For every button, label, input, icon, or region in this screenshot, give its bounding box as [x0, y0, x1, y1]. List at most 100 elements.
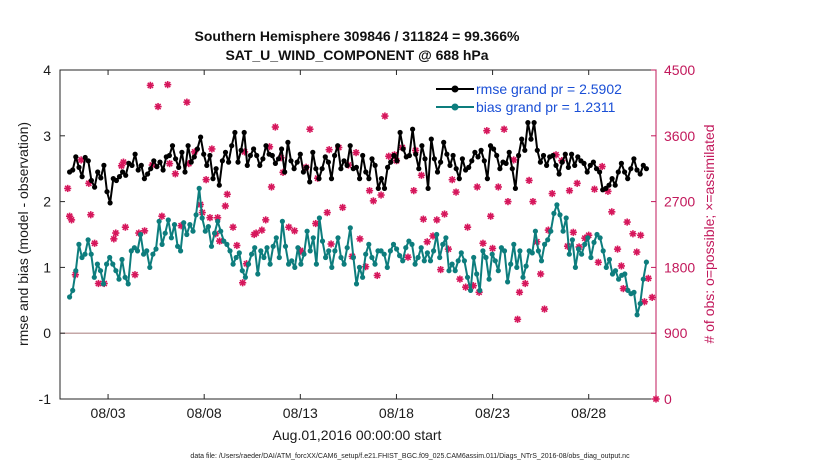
series-point: [517, 248, 523, 254]
obs-marker: [462, 283, 470, 291]
chart-title: Southern Hemisphere 309846 / 311824 = 99…: [195, 28, 520, 44]
series-point: [360, 274, 366, 280]
series-point: [516, 152, 522, 159]
series-point: [141, 176, 147, 182]
y2-tick-label: 2700: [664, 194, 695, 210]
series-point: [491, 146, 497, 152]
series-point: [492, 258, 498, 264]
series-point: [438, 159, 444, 165]
series-point: [176, 164, 182, 170]
series-point: [456, 176, 462, 182]
series-point: [125, 281, 131, 287]
series-point: [148, 166, 154, 172]
obs-marker: [377, 191, 385, 199]
series-point: [135, 167, 141, 173]
series-point: [356, 264, 363, 270]
series-point: [226, 159, 232, 165]
series-point: [449, 261, 455, 267]
series-point: [440, 241, 446, 247]
series-point: [218, 228, 224, 234]
series-point: [588, 254, 594, 261]
series-point: [304, 228, 310, 234]
series-point: [459, 156, 465, 162]
obs-marker: [565, 187, 574, 195]
obs-marker: [525, 176, 533, 184]
series-point: [116, 276, 122, 282]
series-point: [394, 158, 400, 164]
obs-marker: [208, 145, 216, 153]
series-point: [560, 228, 566, 234]
series-point: [464, 274, 471, 280]
series-point: [104, 189, 110, 195]
series-point: [625, 287, 631, 293]
obs-marker: [644, 274, 652, 282]
series-point: [397, 129, 403, 136]
series-point: [575, 246, 582, 252]
series-point: [263, 143, 269, 149]
series-point: [219, 158, 225, 164]
obs-marker: [66, 212, 74, 220]
series-point: [350, 254, 356, 261]
obs-marker: [500, 125, 508, 133]
series-point: [313, 261, 319, 267]
series-point: [162, 230, 168, 236]
series-point: [319, 238, 326, 244]
series-point: [453, 166, 459, 172]
series-point: [190, 228, 196, 234]
series-point: [347, 225, 353, 231]
obs-marker: [267, 183, 276, 191]
obs-marker: [239, 279, 247, 287]
obs-marker: [365, 187, 374, 195]
series-point: [421, 258, 427, 264]
series-point: [288, 158, 294, 164]
series-point: [537, 159, 544, 165]
series-point: [590, 159, 597, 165]
x-tick-label: 08/28: [571, 405, 606, 421]
obs-marker: [262, 216, 270, 224]
obs-marker: [637, 231, 645, 239]
series-point: [129, 162, 135, 168]
series-point: [131, 245, 137, 251]
series-point: [612, 268, 619, 274]
obs-marker: [633, 248, 641, 256]
series-point: [424, 250, 430, 256]
obs-marker: [629, 230, 637, 238]
series-point: [631, 156, 637, 162]
series-point: [434, 169, 441, 175]
obs-marker: [131, 271, 139, 279]
series-point: [292, 264, 298, 270]
series-point: [123, 172, 129, 178]
series-point: [363, 251, 369, 257]
series-point: [272, 160, 278, 166]
series-point: [207, 152, 213, 159]
series-point: [390, 241, 397, 247]
series-point: [643, 259, 650, 265]
series-point: [119, 256, 125, 263]
series-point: [252, 245, 258, 251]
series-point: [625, 176, 631, 182]
series-point: [213, 166, 219, 172]
series-point: [181, 220, 187, 226]
series-point: [480, 248, 486, 254]
obs-marker: [404, 253, 412, 261]
series-point: [304, 164, 310, 170]
series-point: [307, 248, 313, 254]
series-point: [477, 287, 483, 293]
series-point: [235, 159, 241, 165]
series-point: [159, 241, 165, 247]
obs-marker: [623, 218, 631, 226]
obs-marker: [110, 235, 118, 243]
series-point: [79, 174, 85, 180]
obs-marker: [594, 258, 602, 266]
series-point: [581, 160, 587, 166]
series-point: [104, 261, 110, 267]
series-point: [538, 258, 545, 264]
series-point: [295, 245, 301, 251]
series-point: [154, 164, 160, 170]
series-point: [545, 237, 551, 243]
series-point: [204, 162, 210, 168]
series-point: [328, 176, 335, 182]
series-point: [110, 261, 116, 267]
series-point: [185, 143, 191, 149]
series-point: [157, 159, 163, 165]
